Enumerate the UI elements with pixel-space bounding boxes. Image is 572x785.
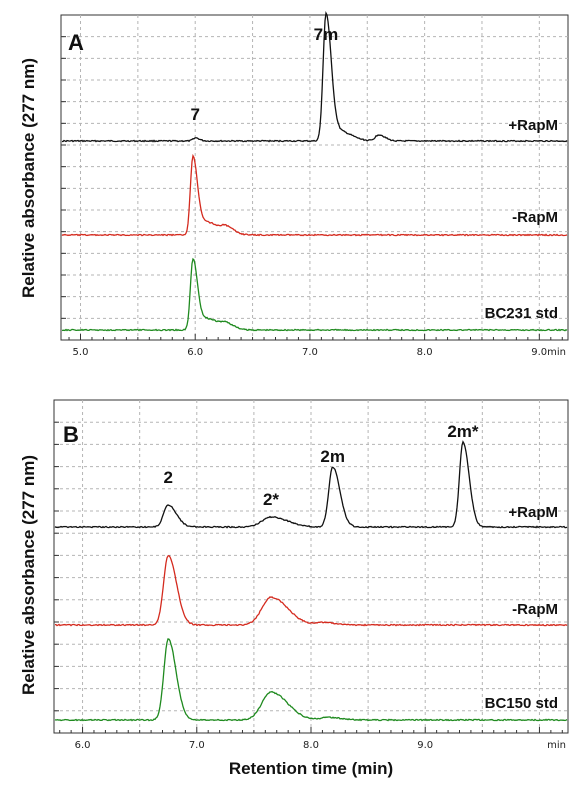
x-tick-label-last: min — [547, 740, 566, 751]
peak-annotation: 7m — [314, 25, 339, 44]
trace--rapm — [62, 10, 568, 143]
trace--rapm — [54, 440, 568, 529]
trace-bc150-std — [54, 638, 568, 722]
trace-bc231-std — [61, 257, 568, 332]
peak-annotation: 2 — [163, 468, 172, 487]
trace-label: BC150 std — [485, 695, 558, 712]
peak-annotation: 2m — [320, 447, 345, 466]
trace-label: -RapM — [512, 209, 558, 226]
y-axis-title-a: Relative absorbance (277 nm) — [19, 58, 38, 298]
x-axis-title: Retention time (min) — [229, 759, 393, 778]
trace-label: +RapM — [508, 504, 558, 521]
x-tick-label: 8.0 — [303, 740, 319, 751]
peak-annotation: 2m* — [447, 422, 479, 441]
x-tick-label: 8.0 — [417, 347, 433, 358]
trace-label: +RapM — [508, 117, 558, 134]
peak-annotation: 2* — [263, 490, 279, 509]
y-axis-title-b: Relative absorbance (277 nm) — [19, 455, 38, 695]
x-tick-label: 6.0 — [187, 347, 203, 358]
x-tick-label-last: 9.0min — [531, 347, 566, 358]
panel-letter: B — [63, 422, 79, 447]
trace-label: BC231 std — [485, 305, 558, 322]
x-tick-label: 7.0 — [302, 347, 318, 358]
x-tick-label: 9.0 — [417, 740, 433, 751]
trace--rapm — [61, 153, 568, 237]
trace-label: -RapM — [512, 601, 558, 618]
x-tick-label: 7.0 — [189, 740, 205, 751]
plot-frame — [60, 14, 569, 341]
x-tick-label: 5.0 — [73, 347, 89, 358]
x-tick-label: 6.0 — [75, 740, 91, 751]
panel-letter: A — [68, 30, 84, 55]
panel-a: 5.0 6.0 7.0 8.0 9.0min A +RapM -RapM BC231 std 7 7… — [60, 10, 569, 358]
panel-b: 6.0 7.0 8.0 9.0 min B +RapM -RapM BC150 std 2 2* 2m… — [53, 399, 569, 751]
peak-annotation: 7 — [190, 105, 199, 124]
trace--rapm — [55, 554, 568, 627]
